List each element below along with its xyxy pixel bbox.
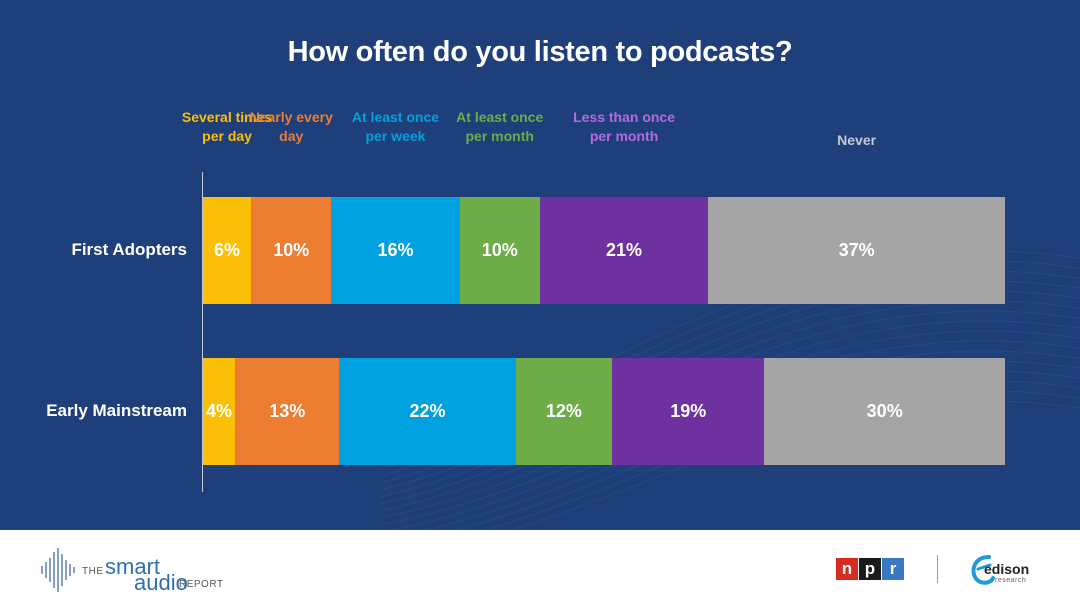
data-label-early-mainstream-never: 30% (866, 400, 903, 421)
legend-less-than-once-per-month: Less than once per month (573, 109, 675, 144)
data-label-first-adopters-less-than-once-per-month: 21% (606, 239, 643, 260)
data-label-first-adopters-never: 37% (838, 239, 875, 260)
data-label-early-mainstream-several-times-per-day: 4% (206, 400, 233, 421)
legend-never: Never (837, 132, 877, 148)
brand-audio-text: audio (134, 570, 188, 595)
legend-nearly-every-day: Nearly every day (249, 109, 333, 144)
legend-at-least-once-per-month: At least once per month (456, 109, 544, 144)
chart-title: How often do you listen to podcasts? (287, 36, 793, 68)
bar-segment-first-adopters-at-least-once-per-month (459, 197, 540, 304)
brand-report-text: REPORT (179, 579, 224, 590)
edison-subtitle: research (995, 577, 1027, 584)
edison-swirl-icon (971, 555, 995, 585)
npr-letter-p: p (859, 558, 881, 580)
bar-segment-first-adopters-less-than-once-per-month (539, 197, 709, 304)
data-label-early-mainstream-less-than-once-per-month: 19% (670, 400, 707, 421)
legend-several-times-per-day: Several times per day (181, 109, 273, 144)
bar-segment-first-adopters-at-least-once-per-week (331, 197, 460, 304)
npr-letter-n: n (836, 558, 858, 580)
edison-research-logo: edison research (969, 552, 1049, 590)
category-label-early-mainstream: Early Mainstream (46, 400, 187, 420)
category-axis-line (202, 172, 203, 492)
data-label-early-mainstream-nearly-every-day: 13% (269, 400, 306, 421)
brand-smart-text: smart (105, 554, 160, 579)
data-label-first-adopters-nearly-every-day: 10% (273, 239, 310, 260)
soundwave-icon (41, 548, 75, 592)
legend-at-least-once-per-week: At least once per week (351, 109, 440, 144)
data-label-first-adopters-at-least-once-per-month: 10% (481, 239, 518, 260)
chart-slide: How often do you listen to podcasts? Sev… (0, 0, 1080, 530)
data-label-first-adopters-at-least-once-per-week: 16% (377, 239, 414, 260)
bar-segment-early-mainstream-at-least-once-per-month (515, 358, 612, 465)
bar-segment-first-adopters-never (708, 197, 1005, 304)
bar-segment-early-mainstream-never (764, 358, 1005, 465)
data-label-first-adopters-several-times-per-day: 6% (214, 239, 241, 260)
footer-divider (937, 555, 938, 583)
category-label-first-adopters: First Adopters (71, 239, 187, 259)
data-label-early-mainstream-at-least-once-per-week: 22% (409, 400, 446, 421)
bar-segment-early-mainstream-at-least-once-per-week (339, 358, 516, 465)
data-label-early-mainstream-at-least-once-per-month: 12% (545, 400, 582, 421)
bar-segment-first-adopters-nearly-every-day (251, 197, 332, 304)
brand-the-text: THE (82, 566, 104, 577)
edison-wordmark: edison (984, 561, 1030, 577)
bar-segment-first-adopters-several-times-per-day (203, 197, 252, 304)
bar-segment-early-mainstream-nearly-every-day (235, 358, 340, 465)
bar-segment-early-mainstream-several-times-per-day (203, 358, 236, 465)
npr-letter-r: r (882, 558, 904, 580)
bar-segment-early-mainstream-less-than-once-per-month (612, 358, 765, 465)
